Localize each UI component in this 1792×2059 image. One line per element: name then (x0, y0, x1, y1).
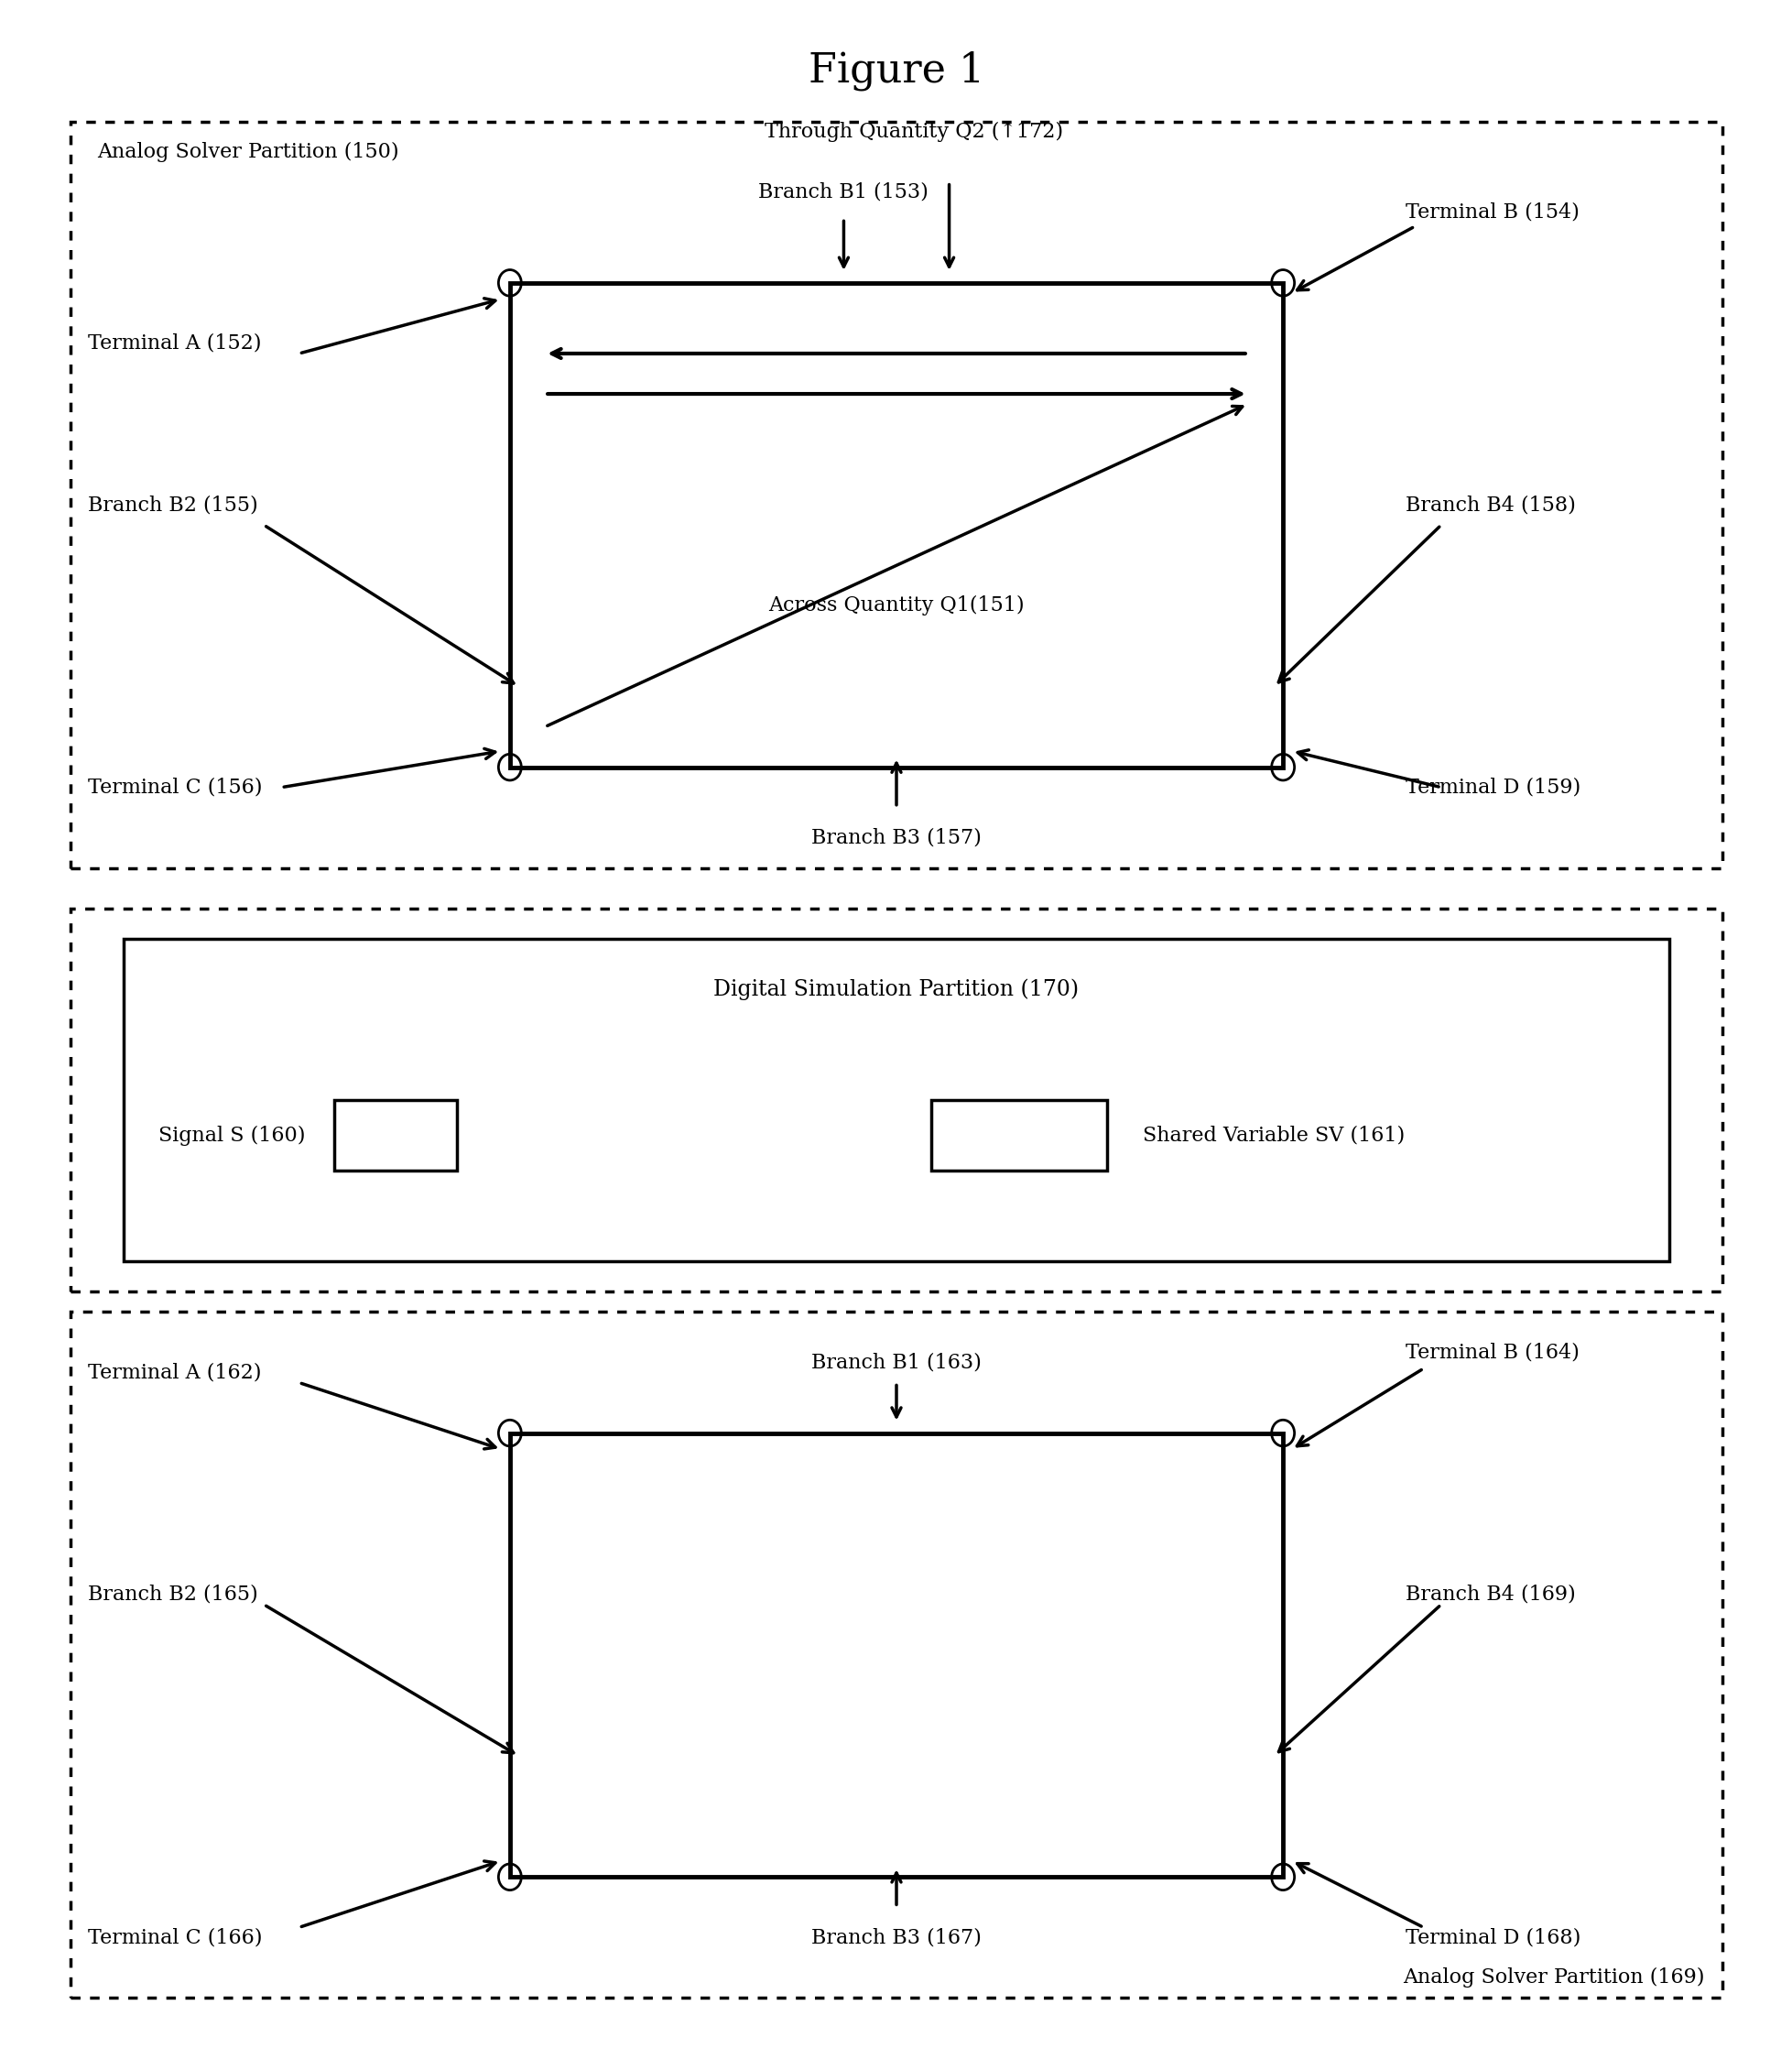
Text: Branch B1 (153): Branch B1 (153) (758, 181, 928, 202)
Bar (333, 1100, 457, 1172)
Text: Terminal C (156): Terminal C (156) (88, 778, 262, 797)
Text: Figure 1: Figure 1 (808, 51, 984, 91)
Text: Branch B2 (155): Branch B2 (155) (88, 494, 258, 515)
Bar (509, 282, 1283, 768)
Text: Digital Simulation Partition (170): Digital Simulation Partition (170) (713, 978, 1079, 1001)
Text: Branch B4 (169): Branch B4 (169) (1405, 1585, 1575, 1604)
Text: Branch B1 (163): Branch B1 (163) (812, 1353, 980, 1373)
Text: Terminal B (164): Terminal B (164) (1405, 1342, 1579, 1363)
Bar (70, 121, 1722, 869)
Text: Analog Solver Partition (150): Analog Solver Partition (150) (97, 142, 398, 163)
Text: Terminal D (159): Terminal D (159) (1405, 778, 1581, 797)
Text: Through Quantity Q2 (↑172): Through Quantity Q2 (↑172) (765, 121, 1063, 142)
Bar (932, 1100, 1107, 1172)
Text: Across Quantity Q1(151): Across Quantity Q1(151) (769, 595, 1023, 616)
Text: Signal S (160): Signal S (160) (158, 1126, 305, 1145)
Text: Branch B2 (165): Branch B2 (165) (88, 1585, 258, 1604)
Text: Terminal A (162): Terminal A (162) (88, 1363, 262, 1382)
Text: Terminal D (168): Terminal D (168) (1405, 1927, 1581, 1948)
Text: Shared Variable SV (161): Shared Variable SV (161) (1142, 1126, 1403, 1145)
Text: Terminal C (166): Terminal C (166) (88, 1927, 262, 1948)
Bar (124, 939, 1668, 1262)
Bar (70, 1312, 1722, 1997)
Text: Terminal A (152): Terminal A (152) (88, 334, 262, 354)
Text: Branch B3 (167): Branch B3 (167) (812, 1927, 980, 1948)
Text: Terminal B (154): Terminal B (154) (1405, 202, 1579, 222)
Text: Branch B4 (158): Branch B4 (158) (1405, 494, 1575, 515)
Bar (70, 908, 1722, 1291)
Text: Branch B3 (157): Branch B3 (157) (812, 828, 980, 848)
Bar (509, 1433, 1283, 1878)
Text: Analog Solver Partition (169): Analog Solver Partition (169) (1403, 1968, 1704, 1989)
